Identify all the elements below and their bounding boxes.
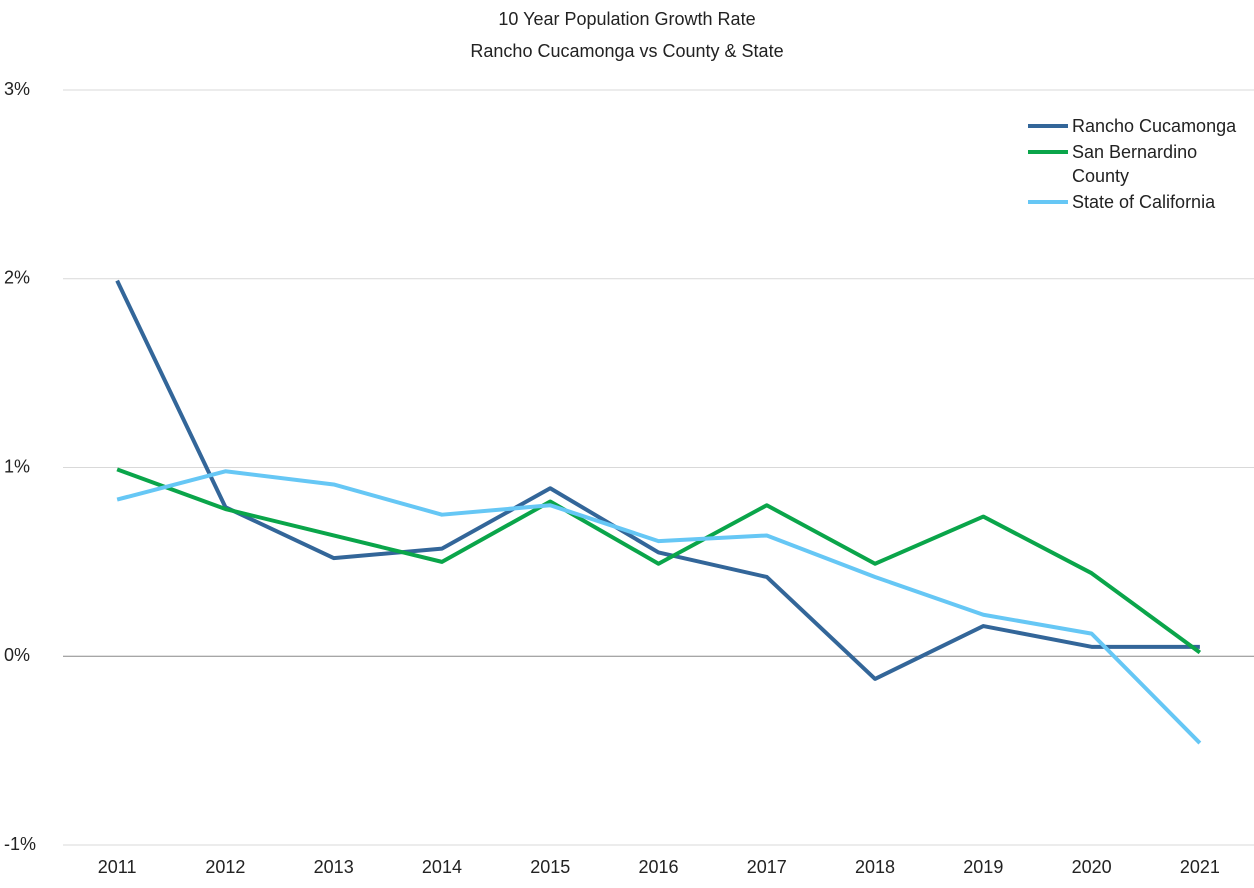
x-tick-label: 2011 — [98, 857, 137, 877]
series-line — [115, 279, 1200, 681]
x-tick-label: 2014 — [422, 857, 462, 877]
x-tick-label: 2016 — [638, 857, 678, 877]
y-tick-label: 3% — [4, 79, 30, 99]
chart-subtitle: Rancho Cucamonga vs County & State — [470, 41, 783, 61]
legend: Rancho Cucamonga San Bernardino County Sta… — [1028, 114, 1248, 216]
legend-item: State of California — [1028, 190, 1248, 214]
x-tick-label: 2021 — [1180, 857, 1220, 877]
x-tick-label: 2015 — [530, 857, 570, 877]
legend-swatch — [1028, 150, 1068, 154]
x-tick-label: 2017 — [747, 857, 787, 877]
y-tick-label: 0% — [4, 645, 30, 665]
x-tick-label: 2013 — [314, 857, 354, 877]
x-tick-label: 2018 — [855, 857, 895, 877]
x-tick-label: 2019 — [963, 857, 1003, 877]
x-tick-label: 2012 — [205, 857, 245, 877]
x-tick-label: 2020 — [1072, 857, 1112, 877]
legend-swatch — [1028, 124, 1068, 128]
legend-label: Rancho Cucamonga — [1072, 116, 1237, 136]
legend-item: Rancho Cucamonga — [1028, 114, 1248, 138]
chart-title: 10 Year Population Growth Rate — [498, 9, 755, 29]
legend-label: San Bernardino County — [1072, 142, 1198, 186]
legend-label: State of California — [1072, 192, 1216, 212]
y-tick-label: 2% — [4, 268, 30, 288]
y-tick-label: 1% — [4, 456, 30, 476]
legend-swatch — [1028, 200, 1068, 204]
series-line — [116, 467, 1202, 655]
series-line — [116, 469, 1202, 745]
y-tick-label: -1% — [4, 834, 36, 854]
legend-item: San Bernardino County — [1028, 140, 1248, 188]
